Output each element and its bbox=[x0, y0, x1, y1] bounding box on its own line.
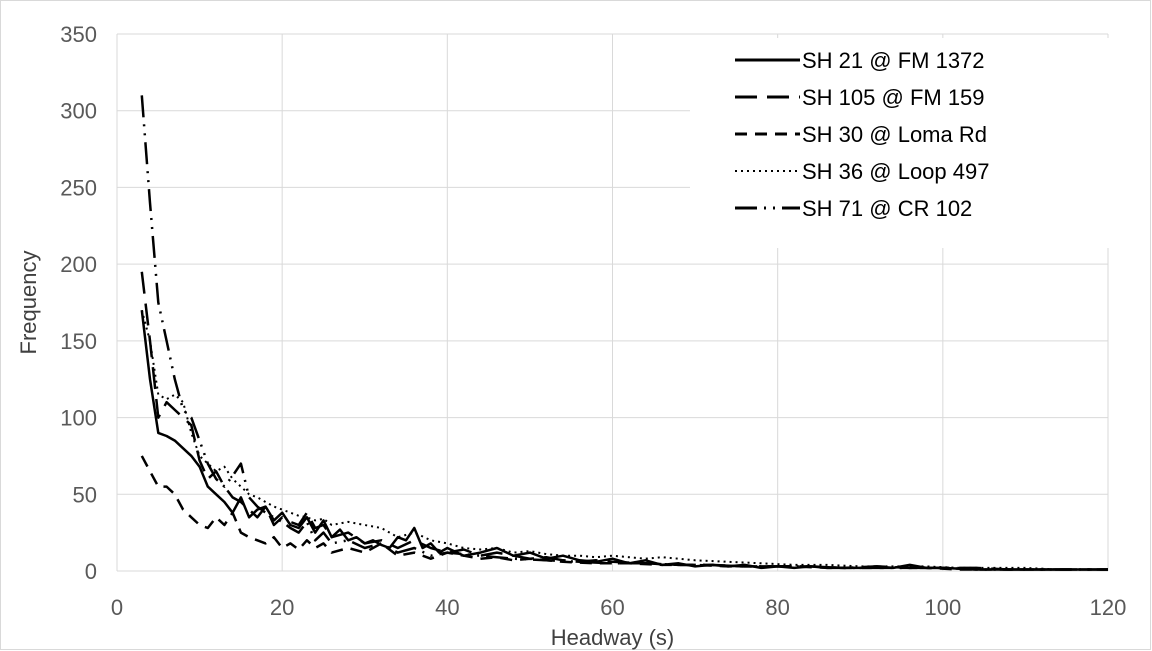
x-axis-title: Headway (s) bbox=[551, 625, 674, 650]
series-lines bbox=[140, 95, 1108, 571]
legend-label-5: SH 71 @ CR 102 bbox=[802, 196, 972, 221]
y-tick-label-4: 200 bbox=[60, 252, 97, 277]
y-axis-ticks: 0 50 100 150 200 250 300 350 bbox=[60, 22, 97, 584]
legend-label-4: SH 36 @ Loop 497 bbox=[802, 159, 989, 184]
legend: SH 21 @ FM 1372 SH 105 @ FM 159 SH 30 @ Lo… bbox=[690, 38, 1110, 248]
x-tick-label-5: 100 bbox=[924, 595, 961, 620]
x-tick-label-0: 0 bbox=[111, 595, 123, 620]
series-line-3 bbox=[140, 455, 1108, 571]
y-tick-label-5: 250 bbox=[60, 175, 97, 200]
legend-background bbox=[690, 38, 1110, 248]
legend-label-1: SH 21 @ FM 1372 bbox=[802, 48, 985, 73]
y-tick-label-2: 100 bbox=[60, 406, 97, 431]
x-tick-label-1: 20 bbox=[270, 595, 294, 620]
series-line-5 bbox=[140, 95, 1108, 571]
series-line-2 bbox=[140, 271, 1108, 571]
legend-label-3: SH 30 @ Loma Rd bbox=[802, 122, 987, 147]
y-tick-label-1: 50 bbox=[73, 482, 97, 507]
y-tick-label-3: 150 bbox=[60, 329, 97, 354]
series-line-1 bbox=[140, 310, 1108, 571]
x-tick-label-2: 40 bbox=[435, 595, 459, 620]
x-axis-ticks: 0 20 40 60 80 100 120 bbox=[111, 595, 1126, 620]
x-tick-label-3: 60 bbox=[600, 595, 624, 620]
series-line-4 bbox=[140, 309, 1108, 571]
y-tick-label-7: 350 bbox=[60, 22, 97, 47]
x-tick-label-6: 120 bbox=[1090, 595, 1127, 620]
y-tick-label-6: 300 bbox=[60, 99, 97, 124]
x-tick-label-4: 80 bbox=[765, 595, 789, 620]
y-tick-label-0: 0 bbox=[85, 559, 97, 584]
y-axis-title: Frequency bbox=[16, 251, 41, 355]
legend-label-2: SH 105 @ FM 159 bbox=[802, 85, 985, 110]
